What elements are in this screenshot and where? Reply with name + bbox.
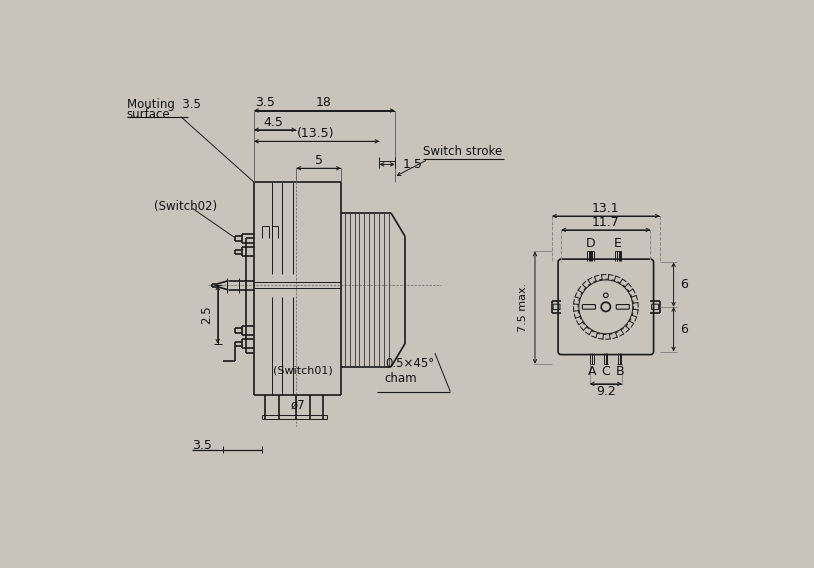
Text: 3.5: 3.5 xyxy=(192,439,212,452)
Text: 6: 6 xyxy=(681,323,689,336)
Text: ø7: ø7 xyxy=(291,399,305,412)
Text: D: D xyxy=(585,237,595,250)
Text: 0.5×45°
cham: 0.5×45° cham xyxy=(385,357,434,385)
Text: 9.2: 9.2 xyxy=(596,385,615,398)
Text: B: B xyxy=(615,365,624,378)
Text: (13.5): (13.5) xyxy=(297,127,335,140)
Text: A: A xyxy=(588,365,596,378)
Text: 3.5: 3.5 xyxy=(256,97,275,109)
Text: 1.5: 1.5 xyxy=(403,158,422,171)
Text: 7.5 max.: 7.5 max. xyxy=(518,283,527,332)
Text: 13.1: 13.1 xyxy=(592,202,619,215)
Text: 6: 6 xyxy=(681,278,689,291)
Text: Mouting  3.5: Mouting 3.5 xyxy=(127,98,201,111)
Text: Switch stroke: Switch stroke xyxy=(423,145,502,158)
Text: C: C xyxy=(602,365,610,378)
Text: surface: surface xyxy=(127,108,170,121)
Text: 4.5: 4.5 xyxy=(263,115,283,128)
Text: (Switch01): (Switch01) xyxy=(273,366,332,376)
Text: 2.5: 2.5 xyxy=(199,305,212,324)
Text: E: E xyxy=(615,237,622,250)
Text: (Switch02): (Switch02) xyxy=(154,201,217,213)
Text: 18: 18 xyxy=(316,97,332,109)
Text: 11.7: 11.7 xyxy=(592,216,619,229)
Text: 5: 5 xyxy=(315,154,322,167)
